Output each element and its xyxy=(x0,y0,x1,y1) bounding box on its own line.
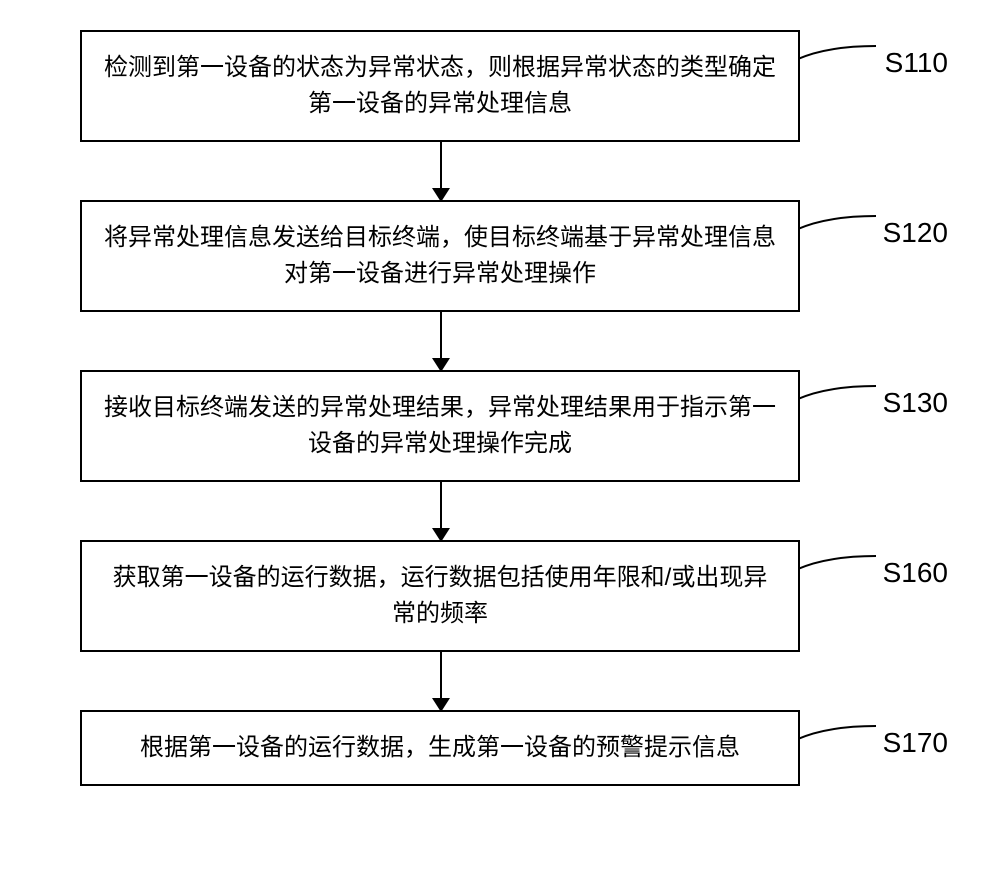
arrow-down-icon xyxy=(440,482,442,540)
step-row: 根据第一设备的运行数据，生成第一设备的预警提示信息 S170 xyxy=(60,710,940,786)
flowchart-container: 检测到第一设备的状态为异常状态，则根据异常状态的类型确定第一设备的异常处理信息 … xyxy=(60,30,940,786)
step-text: 将异常处理信息发送给目标终端，使目标终端基于异常处理信息对第一设备进行异常处理操… xyxy=(104,224,776,287)
label-connector xyxy=(798,214,878,244)
step-box-s160: 获取第一设备的运行数据，运行数据包括使用年限和/或出现异常的频率 S160 xyxy=(80,540,800,652)
step-label: S110 xyxy=(885,42,948,84)
step-text: 根据第一设备的运行数据，生成第一设备的预警提示信息 xyxy=(140,734,740,761)
step-box-s120: 将异常处理信息发送给目标终端，使目标终端基于异常处理信息对第一设备进行异常处理操… xyxy=(80,200,800,312)
arrow-connector xyxy=(60,652,940,710)
arrow-down-icon xyxy=(440,652,442,710)
step-box-s110: 检测到第一设备的状态为异常状态，则根据异常状态的类型确定第一设备的异常处理信息 … xyxy=(80,30,800,142)
step-row: 获取第一设备的运行数据，运行数据包括使用年限和/或出现异常的频率 S160 xyxy=(60,540,940,652)
step-text: 检测到第一设备的状态为异常状态，则根据异常状态的类型确定第一设备的异常处理信息 xyxy=(104,54,776,117)
step-label: S170 xyxy=(883,722,948,764)
arrow-connector xyxy=(60,312,940,370)
step-label: S160 xyxy=(883,552,948,594)
step-row: 检测到第一设备的状态为异常状态，则根据异常状态的类型确定第一设备的异常处理信息 … xyxy=(60,30,940,142)
label-connector xyxy=(798,554,878,584)
step-box-s170: 根据第一设备的运行数据，生成第一设备的预警提示信息 S170 xyxy=(80,710,800,786)
arrow-connector xyxy=(60,482,940,540)
step-row: 接收目标终端发送的异常处理结果，异常处理结果用于指示第一设备的异常处理操作完成 … xyxy=(60,370,940,482)
step-text: 获取第一设备的运行数据，运行数据包括使用年限和/或出现异常的频率 xyxy=(113,564,768,627)
label-connector xyxy=(798,724,878,754)
step-row: 将异常处理信息发送给目标终端，使目标终端基于异常处理信息对第一设备进行异常处理操… xyxy=(60,200,940,312)
step-box-s130: 接收目标终端发送的异常处理结果，异常处理结果用于指示第一设备的异常处理操作完成 … xyxy=(80,370,800,482)
label-connector xyxy=(798,384,878,414)
arrow-down-icon xyxy=(440,312,442,370)
step-text: 接收目标终端发送的异常处理结果，异常处理结果用于指示第一设备的异常处理操作完成 xyxy=(104,394,776,457)
arrow-connector xyxy=(60,142,940,200)
step-label: S130 xyxy=(883,382,948,424)
arrow-down-icon xyxy=(440,142,442,200)
label-connector xyxy=(798,44,878,74)
step-label: S120 xyxy=(883,212,948,254)
